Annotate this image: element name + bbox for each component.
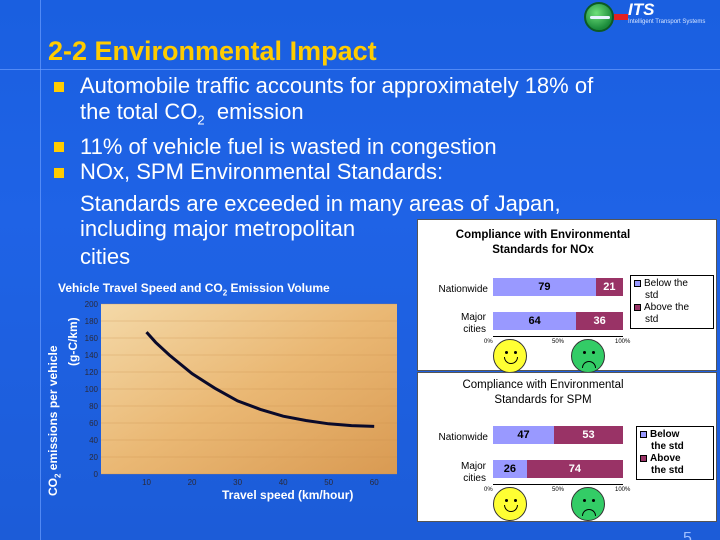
spm-legend-above: Above: [640, 453, 710, 465]
bullet-marker-1: [54, 82, 64, 92]
x-tick-label: 30: [233, 478, 242, 487]
spm-legend-below-2: the std: [651, 441, 684, 452]
nox-major-below-value: 64: [528, 315, 541, 327]
emission-chart-ylabel-unit: (g-C/km): [66, 317, 80, 366]
y-tick-label: 160: [85, 334, 99, 343]
spm-tick-0: 0%: [484, 487, 493, 493]
nox-major-above-seg: 36: [576, 312, 623, 330]
nox-nationwide-below-seg: 79: [493, 278, 596, 296]
emission-line-chart: 0 20 40 60 80 100 120 140 160 180 200 10 20 30 40 50 60: [85, 300, 397, 487]
nox-axis: [493, 336, 623, 337]
bullet-1-line-1: Automobile traffic accounts for approxim…: [80, 73, 594, 98]
slide-title: 2-2 Environmental Impact: [48, 36, 377, 66]
nox-nationwide-above-seg: 21: [595, 278, 623, 296]
nox-title-1: Compliance with Environmental: [455, 229, 631, 241]
logo-text: ITS: [628, 0, 655, 19]
spm-title-1: Compliance with Environmental: [462, 379, 624, 391]
sad-face-icon: [571, 339, 605, 373]
x-tick-label: 20: [188, 478, 197, 487]
y-tick-label: 100: [85, 385, 99, 394]
x-tick-label: 40: [279, 478, 288, 487]
nox-tick-50: 50%: [552, 339, 565, 345]
frame-horizontal-line: [0, 69, 720, 70]
x-tick-label: 60: [370, 478, 379, 487]
spm-legend-below: Below: [640, 429, 710, 441]
y-tick-label: 0: [94, 470, 99, 479]
logo-subtext: Intelligent Transport Systems: [628, 19, 706, 25]
nox-legend-below-2: std: [645, 290, 659, 301]
nox-legend: Below the std Above the std: [630, 275, 714, 329]
nox-row-nationwide: Nationwide: [438, 284, 488, 295]
y-tick-label: 200: [85, 300, 99, 309]
spm-title-2: Standards for SPM: [494, 394, 592, 406]
emission-curve: [145, 331, 375, 428]
bullet-3-cont-1: Standards are exceeded in many areas of …: [80, 191, 561, 216]
y-tick-label: 60: [89, 419, 98, 428]
bullet-3: NOx, SPM Environmental Standards:: [80, 159, 444, 184]
spm-nationwide-below-value: 47: [517, 429, 530, 441]
spm-major-below-value: 26: [503, 463, 517, 475]
nox-legend-below: Below the: [634, 278, 710, 290]
globe-icon: [584, 2, 614, 32]
page-number: 5: [683, 530, 692, 540]
nox-nationwide-below-value: 79: [538, 281, 551, 293]
emission-chart-caption: Vehicle Travel Speed and CO2 Emission Vo…: [58, 281, 330, 298]
nox-major-above-value: 36: [593, 315, 606, 327]
x-tick-label: 10: [142, 478, 151, 487]
spm-tick-50: 50%: [552, 487, 565, 493]
nox-tick-100: 100%: [615, 339, 631, 345]
y-tick-label: 140: [85, 351, 99, 360]
spm-axis: [493, 484, 623, 485]
spm-legend: Below the std Above the std: [636, 426, 714, 480]
y-tick-label: 180: [85, 317, 99, 326]
nox-major-below-seg: 64: [493, 312, 577, 330]
y-tick-label: 80: [89, 402, 98, 411]
legend-swatch-below: [640, 430, 647, 438]
spm-nationwide-above-value: 53: [582, 429, 595, 441]
bullet-2: 11% of vehicle fuel is wasted in congest…: [80, 134, 497, 159]
nox-row-major-2: cities: [463, 324, 486, 335]
bullet-3-cont-2: including major metropolitan: [80, 216, 356, 241]
spm-nationwide-above-seg: 53: [554, 426, 623, 444]
nox-legend-above-2: std: [645, 314, 659, 325]
y-tick-label: 120: [85, 368, 99, 377]
emission-chart-ylabel: CO2 emissions per vehicle: [46, 345, 63, 496]
nox-nationwide-above-value: 21: [603, 281, 616, 293]
bullet-marker-3: [54, 168, 64, 178]
x-tick-label: 50: [324, 478, 333, 487]
y-tick-label: 40: [89, 436, 98, 445]
nox-title-2: Standards for NOx: [492, 244, 594, 256]
spm-major-above-value: 74: [568, 463, 582, 475]
nox-legend-above: Above the: [634, 302, 710, 314]
spm-compliance-panel: Compliance with Environmental Standards …: [417, 372, 717, 522]
nox-compliance-panel: Compliance with Environmental Standards …: [417, 219, 717, 373]
spm-tick-100: 100%: [615, 487, 631, 493]
legend-swatch-above: [640, 454, 647, 462]
frame-vertical-line: [40, 0, 41, 540]
spm-row-major-2: cities: [463, 473, 486, 484]
happy-face-icon: [493, 487, 527, 521]
bullet-marker-2: [54, 142, 64, 152]
happy-face-icon: [493, 339, 527, 373]
spm-row-major-1: Major: [460, 461, 486, 472]
logo-accent-bar: [614, 14, 628, 20]
spm-row-nationwide: Nationwide: [438, 432, 488, 443]
its-logo: ITS Intelligent Transport Systems: [584, 0, 720, 34]
sad-face-icon: [571, 487, 605, 521]
spm-legend-above-2: the std: [651, 465, 684, 476]
emission-chart-xlabel: Travel speed (km/hour): [222, 488, 354, 502]
nox-row-major-1: Major: [460, 312, 486, 323]
bullet-3-cont-3: cities: [80, 244, 131, 269]
nox-tick-0: 0%: [484, 339, 493, 345]
legend-swatch-below: [634, 279, 641, 287]
spm-major-below-seg: 26: [493, 460, 527, 478]
spm-nationwide-below-seg: 47: [493, 426, 555, 444]
y-tick-label: 20: [89, 453, 98, 462]
bullet-1-line-2: the total CO2 emission: [80, 99, 304, 128]
spm-major-above-seg: 74: [526, 460, 623, 478]
legend-swatch-above: [634, 303, 641, 311]
